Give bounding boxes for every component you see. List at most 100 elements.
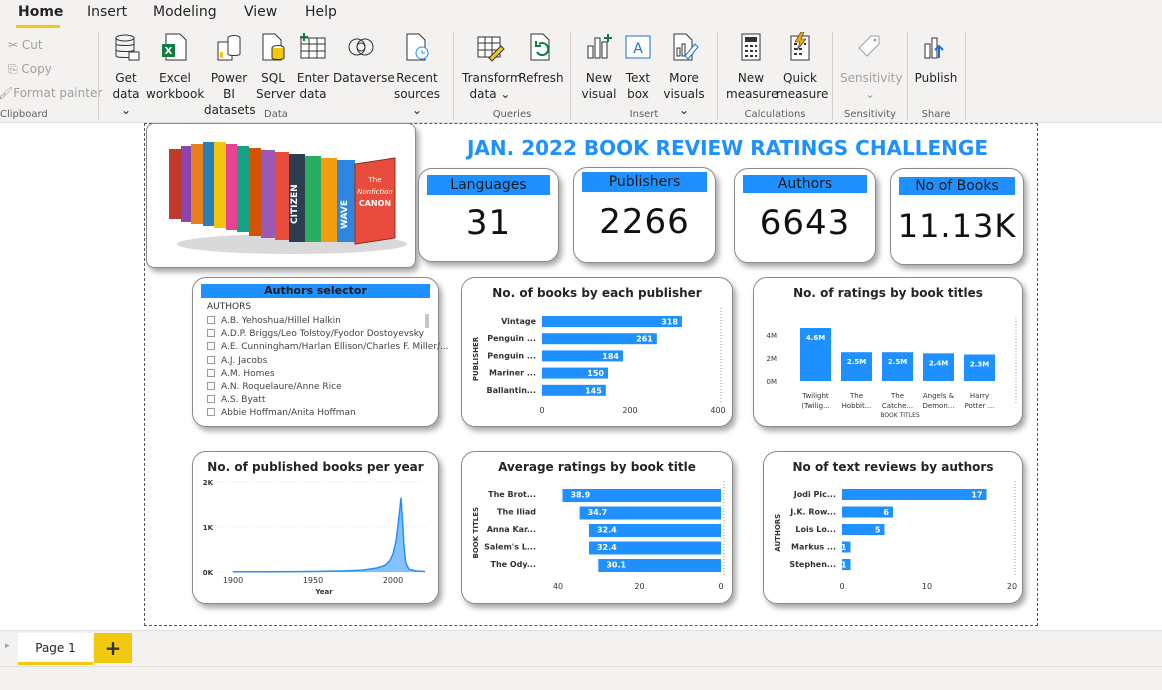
excel-workbook-button[interactable]: X Excel workbook bbox=[146, 32, 204, 102]
data-label: 150 bbox=[587, 369, 604, 378]
category-label: Penguin ... bbox=[487, 351, 536, 360]
y-axis-label: AUTHORS bbox=[774, 514, 782, 552]
slicer-item[interactable]: Abbie Hoffman/Anita Hoffman bbox=[207, 408, 356, 418]
checkbox-icon[interactable] bbox=[207, 368, 215, 377]
tab-modeling[interactable]: Modeling bbox=[153, 4, 217, 20]
chart-title: No. of published books per year bbox=[207, 460, 424, 474]
datasets-icon bbox=[217, 35, 241, 61]
checkbox-icon[interactable] bbox=[207, 408, 215, 417]
copy-button[interactable]: ⎘ Copy bbox=[8, 62, 52, 76]
bar bbox=[842, 541, 851, 553]
checkbox-icon[interactable] bbox=[207, 316, 215, 324]
bar bbox=[842, 506, 893, 518]
checkbox-icon[interactable] bbox=[207, 355, 215, 364]
x-tick-label: 0 bbox=[718, 582, 723, 591]
transform-data-button[interactable]: Transform data ⌄ bbox=[462, 32, 522, 102]
book-cover-line2: Nonfiction bbox=[357, 188, 393, 196]
slicer-item[interactable]: A.S. Byatt bbox=[207, 395, 265, 405]
more-visuals-button[interactable]: More visuals ⌄ bbox=[660, 32, 708, 118]
chart-card-publisher[interactable]: No. of books by each publisher PUBLISHER… bbox=[461, 277, 733, 427]
category-label: Vintage bbox=[501, 317, 536, 326]
add-page-button[interactable]: + bbox=[94, 633, 132, 663]
kpi-card-languages[interactable]: Languages 31 bbox=[418, 168, 559, 262]
checkbox-icon[interactable] bbox=[207, 329, 215, 338]
category-label: Hobbit... bbox=[842, 402, 872, 410]
data-label: 38.9 bbox=[570, 491, 590, 500]
slicer-item[interactable]: A.M. Homes bbox=[207, 368, 275, 379]
slicer-scrollbar[interactable] bbox=[425, 314, 429, 328]
new-visual-button[interactable]: New visual bbox=[580, 32, 618, 102]
refresh-button[interactable]: Refresh bbox=[518, 32, 564, 86]
x-tick-label: 40 bbox=[553, 582, 563, 591]
page-tab-bar: ▸ bbox=[0, 630, 1162, 666]
kpi-card-authors[interactable]: Authors 6643 bbox=[734, 168, 876, 263]
get-data-button[interactable]: Get data ⌄ bbox=[106, 32, 146, 118]
x-tick-label: 1900 bbox=[223, 576, 243, 585]
chart-card-text-reviews[interactable]: No of text reviews by authors AUTHORS Jod… bbox=[763, 451, 1023, 604]
bar bbox=[542, 350, 623, 362]
checkbox-icon[interactable] bbox=[207, 382, 215, 390]
group-label-queries: Queries bbox=[492, 109, 532, 120]
data-label: 2.4M bbox=[929, 359, 948, 367]
tab-insert[interactable]: Insert bbox=[87, 4, 128, 20]
x-axis-label: BOOK TITLES bbox=[880, 412, 920, 419]
page-tab-page1[interactable]: Page 1 bbox=[18, 633, 93, 665]
slicer-item[interactable]: A.B. Yehoshua/Hillel Halkin bbox=[207, 316, 341, 326]
x-tick-label: 20 bbox=[634, 582, 644, 591]
format-painter-button[interactable]: 🖌Format painter bbox=[0, 86, 103, 100]
checkbox-icon[interactable] bbox=[207, 342, 215, 351]
bar bbox=[542, 367, 608, 379]
tab-home[interactable]: Home bbox=[18, 4, 64, 20]
slicer-item[interactable]: A.D.P. Briggs/Leo Tolstoy/Fyodor Dostoye… bbox=[207, 329, 424, 339]
slicer-item[interactable]: A.E. Cunningham/Harlan Ellison/Charles F… bbox=[207, 342, 449, 352]
scissors-icon: ✂ bbox=[8, 38, 22, 52]
checkbox-icon[interactable] bbox=[207, 395, 215, 404]
chart-card-ratings[interactable]: No. of ratings by book titles 4M 2M 0M 4.6M… bbox=[753, 277, 1023, 427]
sql-server-button[interactable]: SQL Server bbox=[256, 32, 295, 102]
data-label: 34.7 bbox=[588, 508, 608, 517]
category-label: Harry bbox=[970, 392, 989, 400]
more-visuals-icon bbox=[673, 33, 699, 61]
slicer-item[interactable]: A.J. Jacobs bbox=[207, 355, 267, 366]
kpi-card-books[interactable]: No of Books 11.13K bbox=[890, 168, 1024, 265]
svg-text:A: A bbox=[633, 41, 643, 57]
cut-button[interactable]: ✂ Cut bbox=[8, 38, 43, 52]
slicer-item[interactable]: A.N. Roquelaure/Anne Rice bbox=[207, 382, 342, 392]
category-label: The Ody... bbox=[491, 560, 537, 569]
new-measure-button[interactable]: New measure bbox=[726, 32, 778, 102]
tab-view[interactable]: View bbox=[244, 4, 278, 20]
separator bbox=[832, 32, 833, 120]
enter-data-button[interactable]: Enter data bbox=[294, 32, 332, 102]
category-label: Markus ... bbox=[791, 543, 836, 552]
publish-button[interactable]: Publish bbox=[914, 32, 958, 86]
data-label: 2.3M bbox=[970, 361, 989, 369]
sensitivity-button[interactable]: Sensitivity ⌄ bbox=[840, 32, 902, 102]
category-label: Salem's L... bbox=[484, 543, 536, 552]
chart-card-avg-ratings[interactable]: Average ratings by book title BOOK TITLE… bbox=[461, 451, 733, 604]
tab-help[interactable]: Help bbox=[305, 4, 337, 20]
x-tick-label: 2000 bbox=[383, 576, 403, 585]
text-box-button[interactable]: A Text box bbox=[620, 32, 656, 102]
books-image: CITIZEN WAVE The Nonfiction CANON bbox=[146, 123, 416, 268]
powerbi-datasets-button[interactable]: Power BI datasets bbox=[204, 32, 256, 118]
bar bbox=[800, 328, 831, 381]
kpi-card-publishers[interactable]: Publishers 2266 bbox=[573, 167, 716, 263]
chart-card-years[interactable]: No. of published books per year 2K 1K 0K 19… bbox=[192, 451, 439, 604]
data-label: 30.1 bbox=[606, 561, 626, 570]
quick-measure-button[interactable]: Quick measure bbox=[776, 31, 828, 102]
scroll-left-icon[interactable]: ▸ bbox=[5, 641, 10, 651]
dataverse-button[interactable]: Dataverse bbox=[333, 32, 395, 86]
group-label-clipboard: Clipboard bbox=[0, 109, 48, 120]
authors-slicer[interactable]: Authors selector AUTHORS A.B. Yehoshua/H… bbox=[192, 277, 449, 427]
bar bbox=[842, 489, 987, 500]
recent-sources-button[interactable]: Recent sources ⌄ bbox=[392, 32, 442, 118]
group-label-data: Data bbox=[264, 109, 288, 120]
chart-title: No of text reviews by authors bbox=[792, 460, 994, 474]
bar bbox=[923, 353, 954, 381]
group-label-share: Share bbox=[921, 109, 951, 120]
category-label: Twilight bbox=[801, 392, 829, 400]
separator bbox=[907, 32, 908, 120]
slicer-item-label: A.N. Roquelaure/Anne Rice bbox=[221, 382, 342, 392]
category-label: Jodi Pic... bbox=[793, 490, 836, 499]
y-tick-label: 4M bbox=[767, 332, 778, 340]
